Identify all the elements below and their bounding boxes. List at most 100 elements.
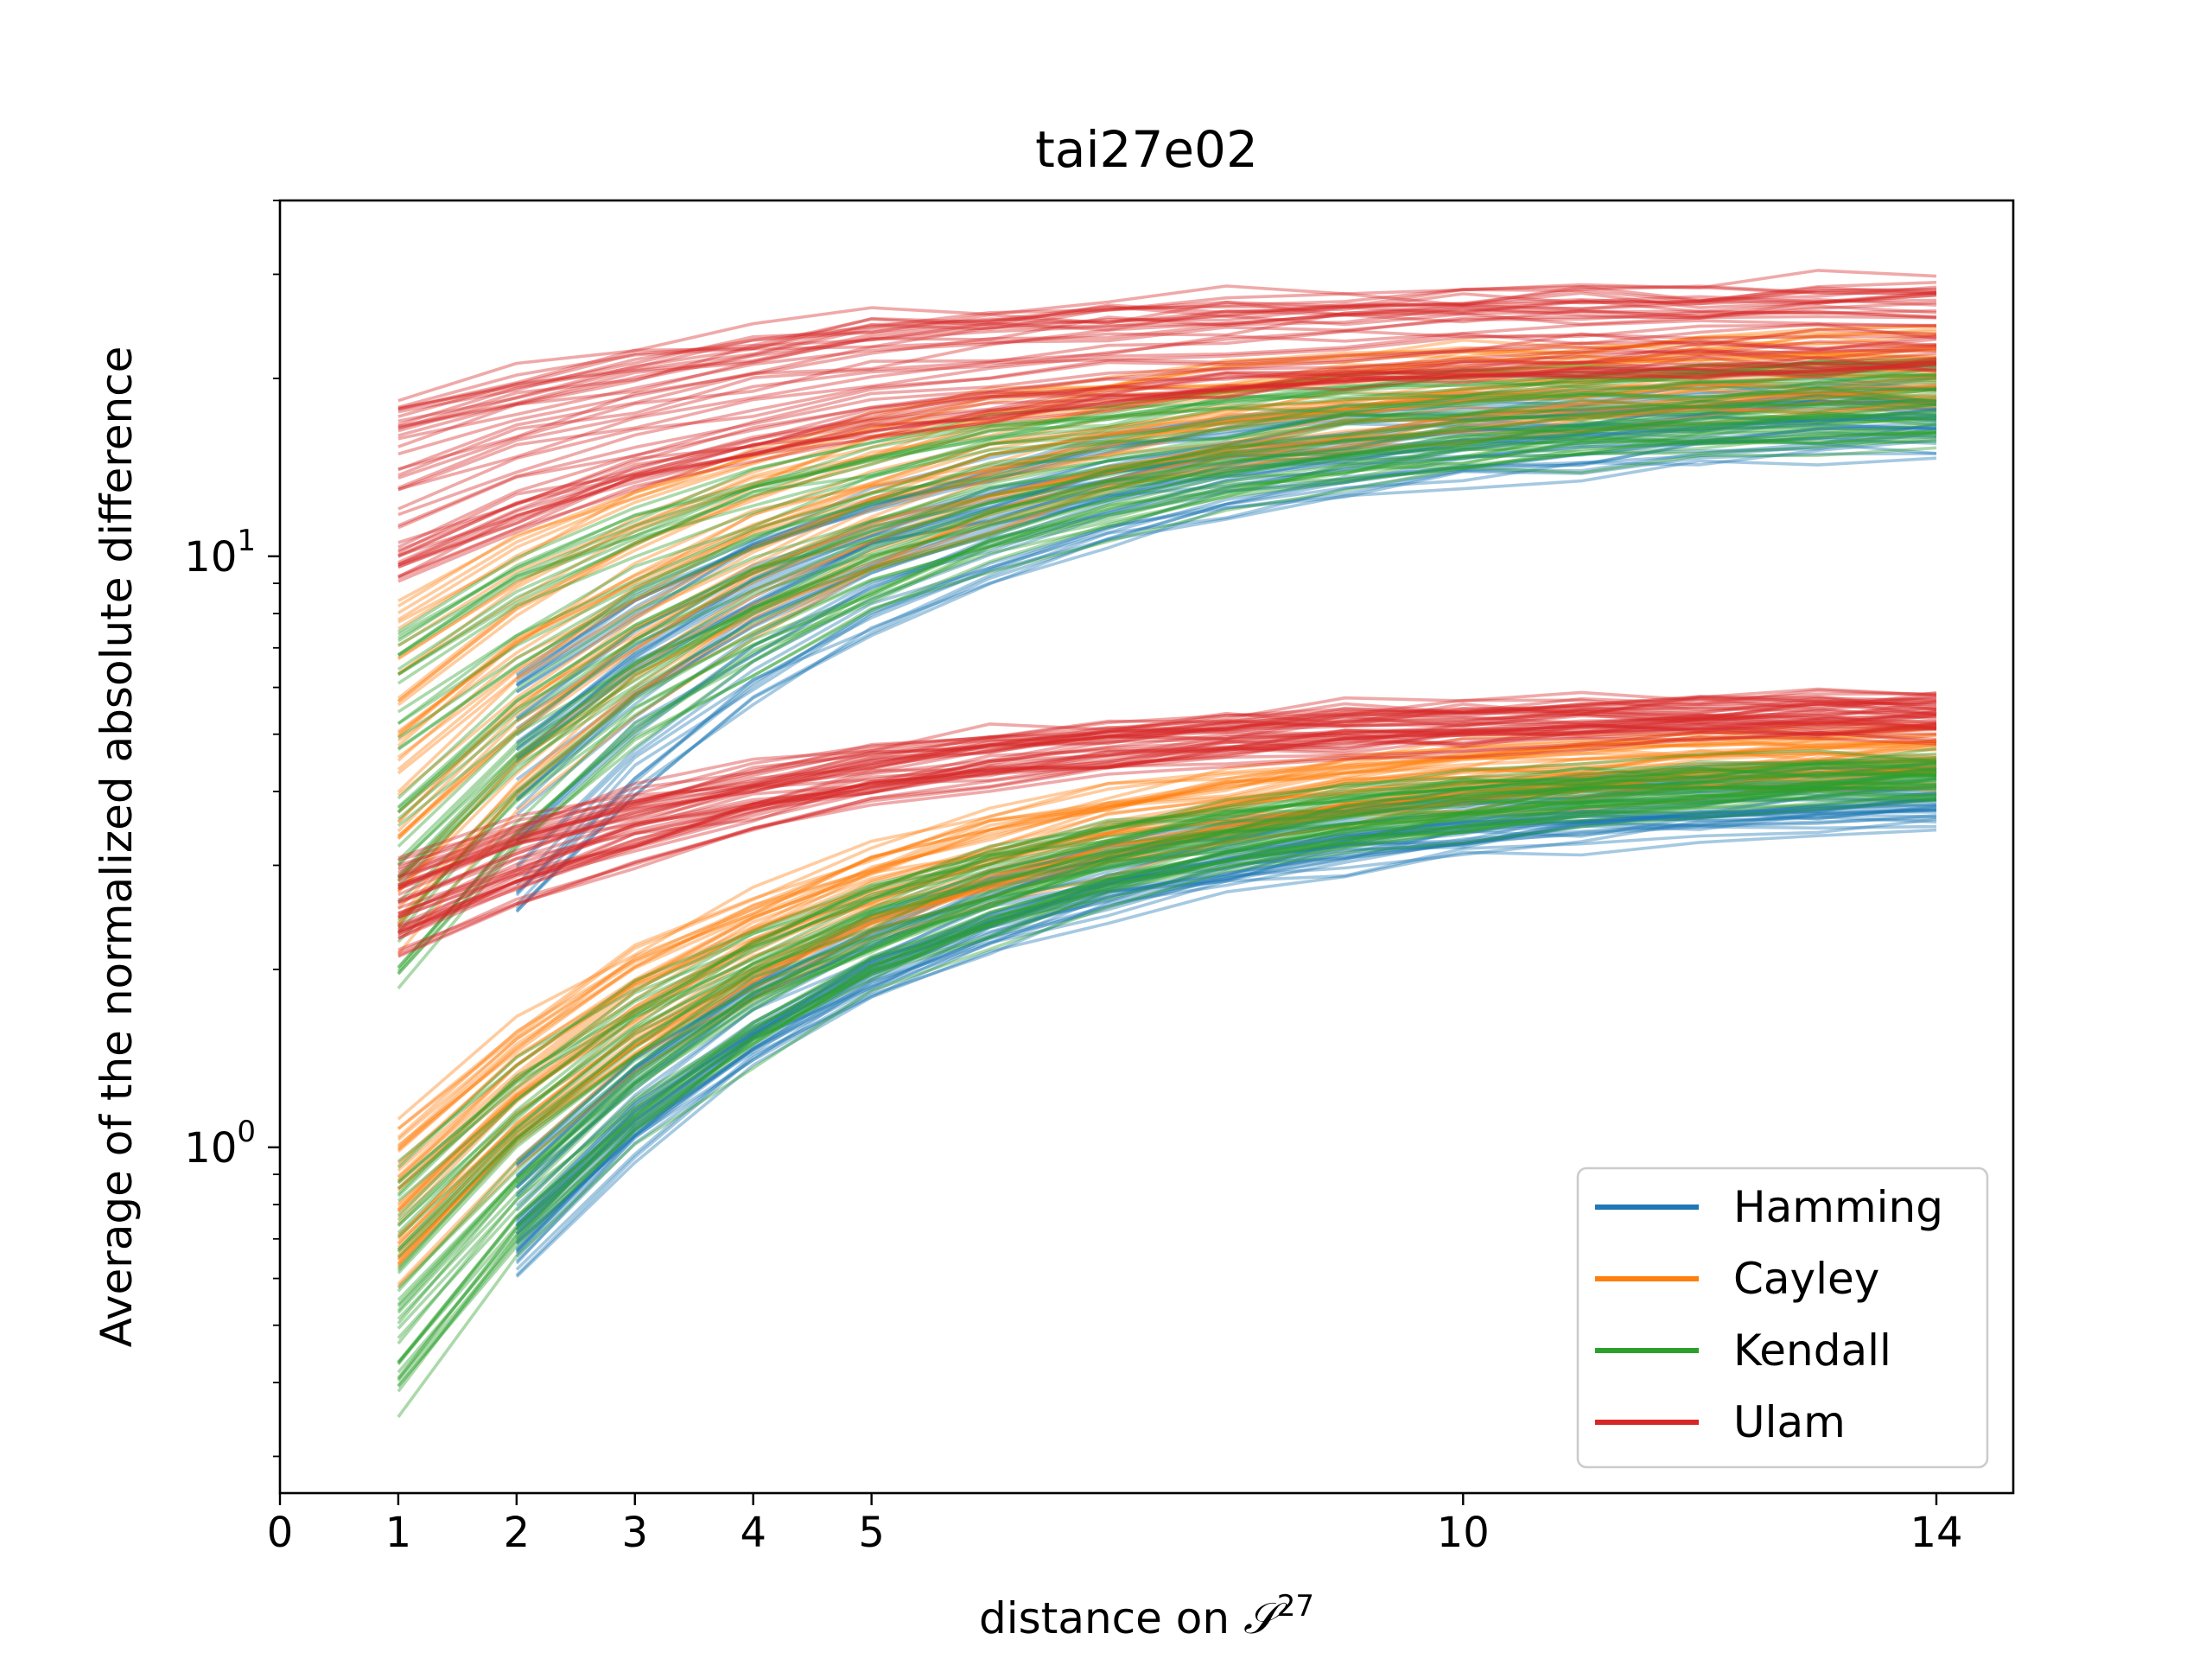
series-line-ulam — [397, 348, 1937, 549]
series-line-hamming — [515, 785, 1937, 1207]
series-line-ulam — [397, 713, 1937, 915]
series-line-kendall — [397, 357, 1937, 633]
series-line-cayley — [397, 358, 1937, 734]
series-lines — [397, 269, 1937, 1418]
series-line-ulam — [397, 315, 1937, 477]
series-line-ulam — [397, 286, 1937, 437]
series-line-hamming — [515, 828, 1937, 1278]
series-line-cayley — [397, 756, 1937, 1191]
series-line-ulam — [397, 713, 1937, 919]
series-line-ulam — [397, 695, 1937, 878]
series-line-cayley — [397, 725, 1937, 1167]
series-line-hamming — [515, 430, 1937, 906]
series-line-ulam — [397, 352, 1937, 567]
series-line-hamming — [515, 407, 1937, 760]
series-line-kendall — [397, 430, 1937, 922]
series-line-kendall — [397, 386, 1937, 751]
series-line-kendall — [397, 793, 1937, 1345]
series-line-ulam — [397, 702, 1937, 904]
series-line-ulam — [397, 298, 1937, 471]
series-line-hamming — [515, 430, 1937, 887]
series-line-ulam — [397, 322, 1937, 492]
y-tick-label: 100 — [184, 1115, 256, 1173]
series-line-ulam — [397, 293, 1937, 414]
series-line-cayley — [397, 352, 1937, 703]
series-line-cayley — [397, 751, 1937, 1213]
series-line-ulam — [397, 290, 1937, 433]
series-line-kendall — [397, 762, 1937, 1228]
series-line-ulam — [397, 721, 1937, 906]
series-line-hamming — [515, 766, 1937, 1190]
series-line-kendall — [397, 431, 1937, 969]
series-line-ulam — [397, 732, 1937, 936]
series-line-ulam — [397, 714, 1937, 932]
series-line-hamming — [515, 798, 1937, 1222]
series-line-kendall — [397, 398, 1937, 866]
series-line-kendall — [397, 747, 1937, 1163]
series-line-kendall — [397, 364, 1937, 677]
series-line-ulam — [397, 723, 1937, 931]
x-axis: 0 1 2 3 4 5 10 14 — [267, 1493, 1963, 1557]
series-line-cayley — [397, 355, 1937, 742]
series-line-ulam — [397, 690, 1937, 867]
series-line-ulam — [397, 694, 1937, 887]
series-line-hamming — [515, 798, 1937, 1229]
series-line-cayley — [397, 367, 1937, 759]
series-line-hamming — [515, 816, 1937, 1255]
series-line-kendall — [397, 760, 1937, 1251]
series-line-ulam — [397, 709, 1937, 888]
series-line-kendall — [397, 368, 1937, 640]
series-line-ulam — [397, 696, 1937, 872]
series-line-kendall — [397, 409, 1937, 882]
series-line-kendall — [397, 385, 1937, 726]
series-line-cayley — [397, 747, 1937, 1185]
series-line-ulam — [397, 696, 1937, 889]
series-line-ulam — [397, 361, 1937, 557]
series-line-cayley — [397, 333, 1937, 659]
series-line-cayley — [397, 405, 1937, 920]
series-line-cayley — [397, 391, 1937, 925]
x-axis-label-sup: 27 — [1277, 1589, 1314, 1624]
series-line-ulam — [397, 709, 1937, 910]
series-line-hamming — [515, 414, 1937, 843]
series-line-hamming — [515, 406, 1937, 746]
series-line-kendall — [397, 386, 1937, 714]
series-line-cayley — [397, 739, 1937, 1182]
series-line-ulam — [397, 721, 1937, 929]
series-line-kendall — [397, 760, 1937, 1183]
series-line-ulam — [397, 700, 1937, 904]
series-line-kendall — [397, 776, 1937, 1365]
series-line-kendall — [397, 437, 1937, 989]
series-line-cayley — [397, 369, 1937, 739]
series-line-cayley — [397, 761, 1937, 1268]
series-line-ulam — [397, 699, 1937, 889]
series-line-ulam — [397, 348, 1937, 559]
series-line-ulam — [397, 319, 1937, 480]
series-line-hamming — [515, 766, 1937, 1185]
series-line-ulam — [397, 720, 1937, 936]
series-line-kendall — [397, 785, 1937, 1363]
series-line-ulam — [397, 281, 1937, 411]
x-axis-label: distance on 𝒮27 — [979, 1589, 1314, 1643]
legend-label-hamming: Hamming — [1733, 1182, 1943, 1232]
series-line-cayley — [397, 752, 1937, 1211]
series-line-hamming — [515, 779, 1937, 1177]
series-line-hamming — [515, 442, 1937, 895]
series-line-kendall — [397, 770, 1937, 1259]
series-line-ulam — [397, 721, 1937, 934]
series-line-cayley — [397, 766, 1937, 1244]
series-line-kendall — [397, 780, 1937, 1274]
series-line-ulam — [397, 695, 1937, 883]
series-line-kendall — [397, 378, 1937, 800]
series-line-cayley — [397, 766, 1937, 1236]
series-line-hamming — [515, 398, 1937, 749]
series-line-ulam — [397, 724, 1937, 958]
series-line-hamming — [515, 770, 1937, 1195]
series-line-cayley — [397, 382, 1937, 838]
series-line-hamming — [515, 456, 1937, 911]
series-line-hamming — [515, 805, 1937, 1224]
series-line-cayley — [397, 753, 1937, 1205]
series-line-hamming — [515, 792, 1937, 1227]
series-line-hamming — [515, 391, 1937, 721]
series-line-cayley — [397, 387, 1937, 910]
